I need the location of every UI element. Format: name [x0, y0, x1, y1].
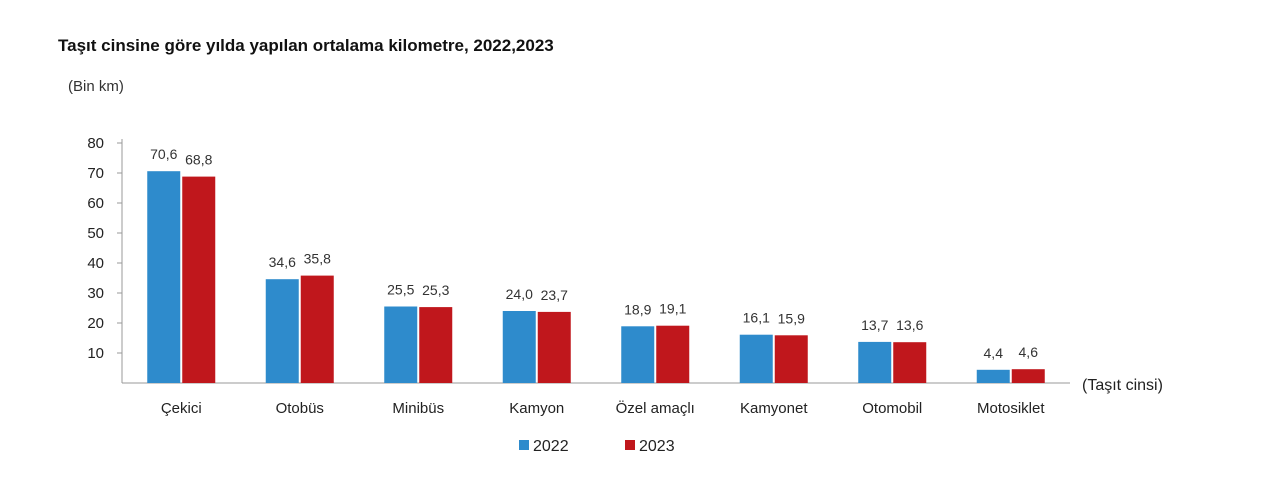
- y-tick-label: 30: [87, 285, 104, 302]
- data-label: 23,7: [541, 287, 568, 303]
- data-label: 25,3: [422, 282, 449, 298]
- y-tick-label: 10: [87, 345, 104, 362]
- y-tick-label: 50: [87, 225, 104, 242]
- legend-swatch-2022: [519, 440, 529, 450]
- category-label: Kamyonet: [740, 400, 808, 417]
- category-label: Otobüs: [276, 400, 324, 417]
- data-label: 34,6: [269, 254, 296, 270]
- bar-2022: [265, 279, 299, 383]
- data-label: 4,4: [984, 345, 1004, 361]
- x-axis-title: (Taşıt cinsi): [1082, 377, 1163, 394]
- data-label: 19,1: [659, 301, 686, 317]
- data-label: 13,7: [861, 317, 888, 333]
- bar-2023: [893, 342, 927, 383]
- bar-2023: [774, 335, 808, 383]
- y-tick-label: 70: [87, 165, 104, 182]
- bar-2023: [537, 311, 571, 383]
- y-tick-label: 40: [87, 255, 104, 272]
- category-label: Motosiklet: [977, 400, 1045, 417]
- bar-2022: [739, 334, 773, 383]
- bar-2022: [502, 311, 536, 383]
- data-label: 68,8: [185, 152, 212, 168]
- data-label: 16,1: [743, 310, 770, 326]
- category-label: Minibüs: [392, 400, 444, 417]
- bar-2022: [621, 326, 655, 383]
- data-label: 15,9: [778, 310, 805, 326]
- chart-title: Taşıt cinsine göre yılda yapılan ortalam…: [58, 36, 554, 55]
- data-label: 13,6: [896, 317, 923, 333]
- bar-2022: [384, 306, 418, 383]
- bar-2022: [147, 171, 181, 383]
- data-label: 70,6: [150, 146, 177, 162]
- bar-2023: [656, 325, 690, 383]
- bar-2023: [419, 307, 453, 383]
- category-label: Kamyon: [509, 400, 564, 417]
- y-tick-label: 20: [87, 315, 104, 332]
- legend-label-2023: 2023: [639, 438, 675, 455]
- data-label: 24,0: [506, 286, 533, 302]
- y-tick-label: 60: [87, 195, 104, 212]
- bar-2022: [976, 369, 1010, 383]
- category-label: Çekici: [161, 400, 202, 417]
- bar-2023: [300, 275, 334, 383]
- y-tick-label: 80: [87, 135, 104, 152]
- data-label: 35,8: [304, 251, 331, 267]
- bar-2023: [182, 176, 216, 383]
- data-label: 18,9: [624, 301, 651, 317]
- category-label: Otomobil: [862, 400, 922, 417]
- legend-label-2022: 2022: [533, 438, 569, 455]
- y-axis-unit-label: (Bin km): [68, 78, 124, 95]
- category-label: Özel amaçlı: [616, 399, 695, 417]
- data-label: 25,5: [387, 282, 414, 298]
- bar-2023: [1011, 369, 1045, 383]
- data-label: 4,6: [1019, 344, 1039, 360]
- legend-swatch-2023: [625, 440, 635, 450]
- bar-2022: [858, 341, 892, 383]
